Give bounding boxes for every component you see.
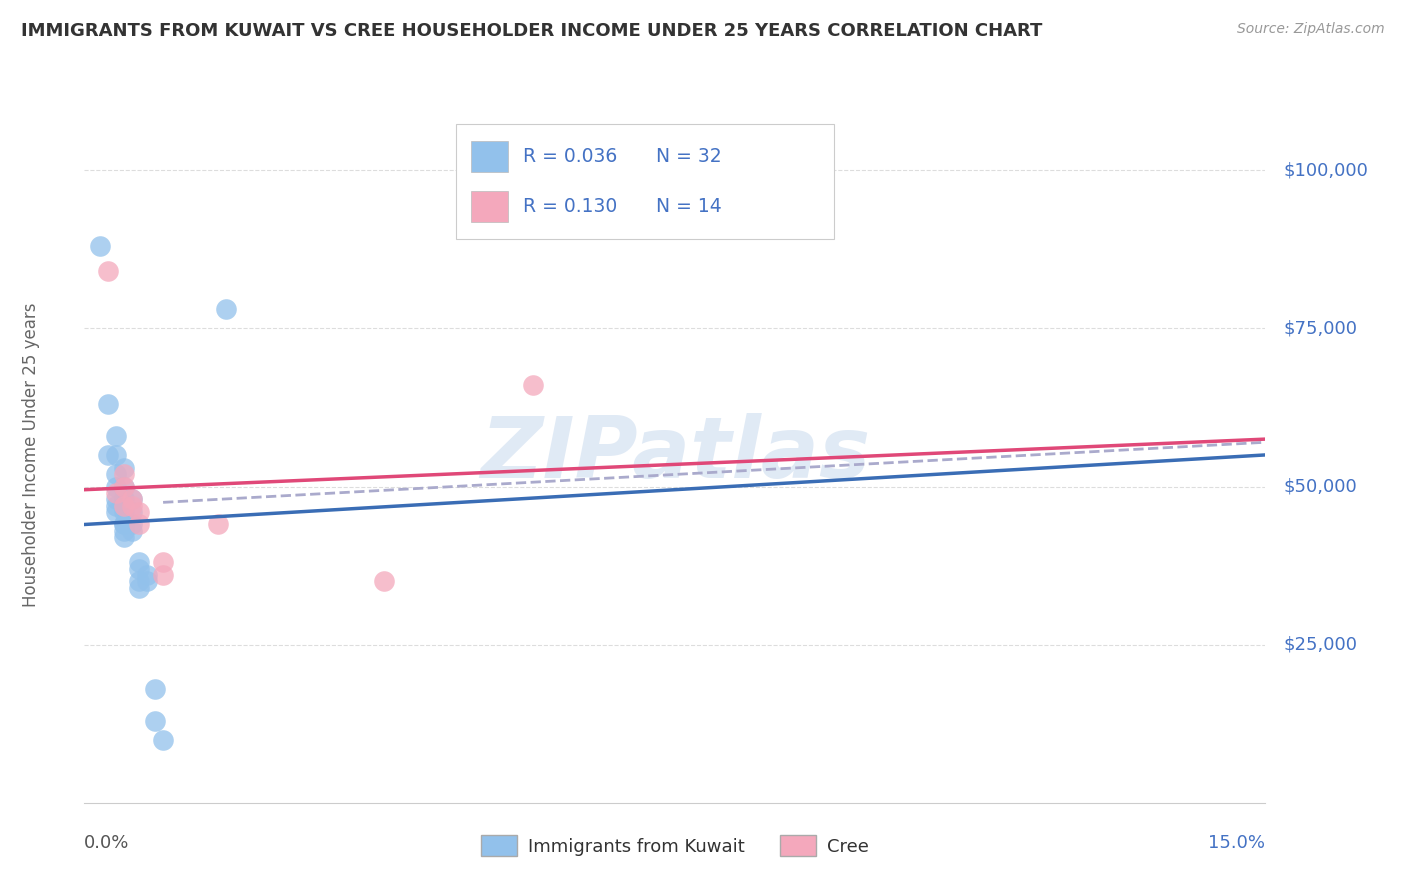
Point — [112, 517, 135, 532]
Point — [112, 492, 135, 507]
Point — [128, 556, 150, 570]
Point — [373, 574, 395, 589]
Point — [121, 517, 143, 532]
Point — [128, 505, 150, 519]
Text: 0.0%: 0.0% — [84, 834, 129, 852]
Text: IMMIGRANTS FROM KUWAIT VS CREE HOUSEHOLDER INCOME UNDER 25 YEARS CORRELATION CHA: IMMIGRANTS FROM KUWAIT VS CREE HOUSEHOLD… — [21, 22, 1042, 40]
FancyBboxPatch shape — [471, 191, 509, 222]
Point — [112, 499, 135, 513]
Point — [152, 568, 174, 582]
Point — [112, 505, 135, 519]
Text: $75,000: $75,000 — [1284, 319, 1357, 337]
Point — [121, 492, 143, 507]
Point — [97, 264, 120, 278]
Point — [104, 492, 127, 507]
Point — [89, 239, 111, 253]
Point — [104, 479, 127, 493]
Point — [112, 524, 135, 538]
Point — [104, 486, 127, 500]
Point — [112, 467, 135, 481]
Point — [128, 517, 150, 532]
Point — [143, 681, 166, 696]
Point — [522, 378, 544, 392]
Point — [112, 517, 135, 532]
Text: Householder Income Under 25 years: Householder Income Under 25 years — [22, 302, 41, 607]
Point — [112, 479, 135, 493]
Point — [104, 467, 127, 481]
Point — [207, 517, 229, 532]
Text: $25,000: $25,000 — [1284, 636, 1357, 654]
Point — [121, 524, 143, 538]
Point — [215, 302, 238, 317]
Text: Source: ZipAtlas.com: Source: ZipAtlas.com — [1237, 22, 1385, 37]
Point — [152, 732, 174, 747]
Point — [128, 574, 150, 589]
Text: 15.0%: 15.0% — [1208, 834, 1265, 852]
Text: R = 0.130: R = 0.130 — [523, 197, 617, 216]
Point — [112, 530, 135, 544]
Text: ZIPatlas: ZIPatlas — [479, 413, 870, 497]
Point — [128, 581, 150, 595]
Text: $50,000: $50,000 — [1284, 477, 1357, 496]
Point — [121, 505, 143, 519]
Text: R = 0.036: R = 0.036 — [523, 147, 617, 166]
Point — [104, 448, 127, 462]
Point — [112, 479, 135, 493]
Point — [121, 499, 143, 513]
FancyBboxPatch shape — [457, 125, 834, 238]
Legend: Immigrants from Kuwait, Cree: Immigrants from Kuwait, Cree — [474, 828, 876, 863]
Point — [143, 714, 166, 728]
Point — [104, 429, 127, 443]
Text: $100,000: $100,000 — [1284, 161, 1368, 179]
Point — [112, 460, 135, 475]
Point — [97, 448, 120, 462]
Text: N = 32: N = 32 — [657, 147, 721, 166]
Point — [104, 499, 127, 513]
Point — [97, 397, 120, 411]
FancyBboxPatch shape — [471, 141, 509, 172]
Point — [104, 505, 127, 519]
Point — [136, 568, 159, 582]
Text: N = 14: N = 14 — [657, 197, 721, 216]
Point — [121, 492, 143, 507]
Point — [136, 574, 159, 589]
Point — [128, 562, 150, 576]
Point — [152, 556, 174, 570]
